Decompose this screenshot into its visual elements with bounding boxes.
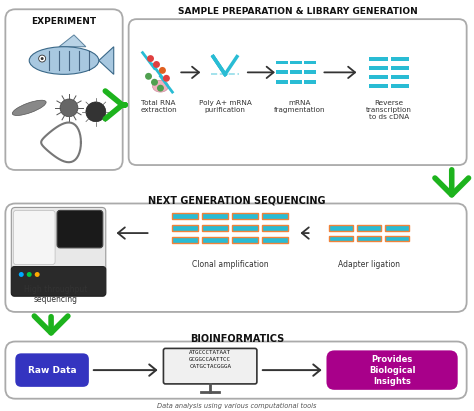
Text: Data analysis using various computational tools: Data analysis using various computationa… (157, 403, 317, 409)
Bar (385, 236, 409, 241)
Bar (304, 80, 316, 84)
FancyBboxPatch shape (13, 210, 55, 265)
Text: Adapter ligation: Adapter ligation (338, 260, 400, 269)
Text: ATGCCCTATAAT
GCGGCCAATTCC
CATGCTACGGGA: ATGCCCTATAAT GCGGCCAATTCC CATGCTACGGGA (189, 351, 231, 369)
Circle shape (157, 85, 164, 92)
Polygon shape (59, 35, 86, 47)
Text: Total RNA
extraction: Total RNA extraction (140, 100, 177, 113)
FancyBboxPatch shape (11, 208, 106, 296)
Bar (276, 60, 288, 65)
Circle shape (153, 61, 160, 68)
Bar (232, 237, 258, 243)
Bar (391, 57, 410, 61)
FancyBboxPatch shape (57, 210, 103, 248)
Bar (262, 237, 288, 243)
Bar (369, 57, 388, 61)
Bar (232, 225, 258, 231)
FancyBboxPatch shape (11, 267, 106, 296)
Bar (329, 225, 353, 231)
Bar (202, 225, 228, 231)
Bar (369, 75, 388, 79)
Circle shape (86, 102, 106, 122)
Ellipse shape (29, 47, 99, 74)
Bar (329, 236, 353, 241)
Circle shape (163, 75, 170, 82)
Bar (304, 60, 316, 65)
Circle shape (19, 272, 24, 277)
Circle shape (147, 55, 154, 62)
Bar (369, 84, 388, 88)
Bar (290, 60, 301, 65)
Text: SAMPLE PREPARATION & LIBRARY GENERATION: SAMPLE PREPARATION & LIBRARY GENERATION (178, 7, 418, 16)
Bar (276, 80, 288, 84)
Circle shape (39, 55, 46, 62)
Circle shape (41, 57, 44, 60)
FancyBboxPatch shape (164, 349, 257, 384)
Text: BIOINFORMATICS: BIOINFORMATICS (190, 334, 284, 344)
Bar (391, 75, 410, 79)
Bar (391, 84, 410, 88)
Bar (276, 70, 288, 74)
Bar (391, 66, 410, 70)
Text: Raw Data: Raw Data (28, 366, 76, 374)
Text: NEXT GENERATION SEQUENCING: NEXT GENERATION SEQUENCING (148, 196, 326, 206)
Circle shape (145, 73, 152, 80)
Circle shape (151, 79, 158, 85)
Bar (357, 236, 381, 241)
Bar (262, 225, 288, 231)
FancyBboxPatch shape (5, 203, 466, 312)
Text: mRNA
fragmentation: mRNA fragmentation (274, 100, 325, 113)
Ellipse shape (12, 100, 46, 115)
Bar (262, 213, 288, 219)
FancyBboxPatch shape (327, 351, 458, 390)
Polygon shape (99, 47, 114, 74)
Bar (232, 213, 258, 219)
Bar (369, 66, 388, 70)
Circle shape (35, 272, 40, 277)
FancyBboxPatch shape (15, 353, 89, 387)
FancyBboxPatch shape (5, 9, 123, 170)
Ellipse shape (153, 80, 168, 92)
Text: Provides
Biological
Insights: Provides Biological Insights (369, 355, 415, 386)
Bar (304, 70, 316, 74)
Text: EXPERIMENT: EXPERIMENT (31, 17, 97, 26)
FancyBboxPatch shape (5, 342, 466, 399)
Circle shape (27, 272, 32, 277)
Circle shape (159, 67, 166, 74)
Text: Poly A+ mRNA
purification: Poly A+ mRNA purification (199, 100, 252, 113)
Text: Reverse
transcription
to ds cDNA: Reverse transcription to ds cDNA (366, 100, 412, 120)
Text: Clonal amplification: Clonal amplification (191, 260, 268, 269)
Circle shape (60, 99, 78, 117)
Bar (202, 213, 228, 219)
FancyBboxPatch shape (128, 19, 466, 165)
Bar (173, 237, 198, 243)
Bar (290, 70, 301, 74)
Bar (173, 213, 198, 219)
Bar (357, 225, 381, 231)
Bar (385, 225, 409, 231)
Bar (202, 237, 228, 243)
Bar (173, 225, 198, 231)
Text: High throughput
sequencing: High throughput sequencing (24, 285, 88, 304)
Bar (290, 80, 301, 84)
